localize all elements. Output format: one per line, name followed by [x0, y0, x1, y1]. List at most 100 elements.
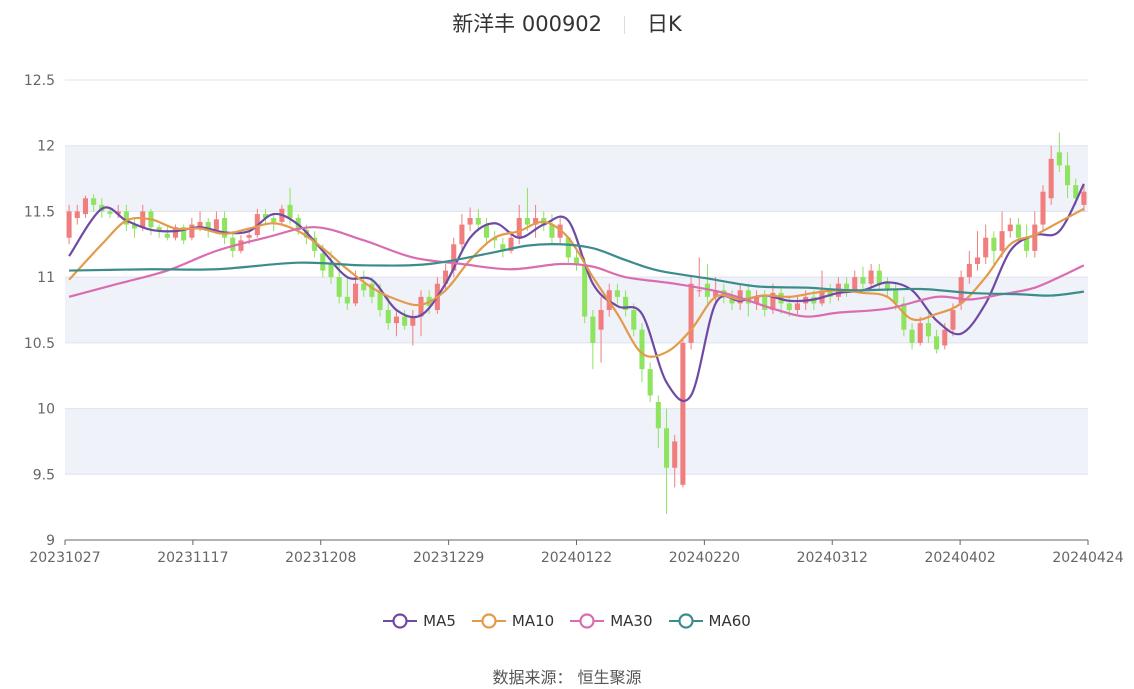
candle	[663, 408, 670, 514]
candle-body	[860, 277, 866, 284]
candle-body	[598, 310, 604, 330]
candle-body	[680, 342, 686, 485]
candle	[1048, 145, 1054, 205]
candle-body	[999, 231, 1005, 251]
candle-body	[1048, 158, 1054, 199]
x-tick-label: 20240424	[1052, 550, 1123, 566]
legend-marker-circle	[579, 613, 595, 629]
candle-body	[794, 303, 801, 310]
y-tick-label: 12	[37, 139, 55, 155]
candle	[91, 194, 97, 212]
candle-body	[672, 441, 678, 468]
candle-body	[942, 329, 948, 346]
legend-label: MA10	[511, 612, 555, 630]
candle-body	[582, 264, 588, 317]
legend-item-ma5[interactable]: MA5	[383, 612, 456, 630]
candle-body	[729, 296, 735, 304]
candle-body	[639, 329, 645, 370]
candle	[164, 227, 170, 241]
candle-body	[958, 277, 964, 304]
candle	[688, 277, 694, 350]
candle	[1040, 185, 1046, 232]
candle	[729, 290, 735, 310]
candle-body	[467, 218, 473, 225]
candle-body	[876, 270, 882, 284]
candle	[393, 310, 399, 337]
legend-marker	[471, 613, 506, 629]
candle-body	[884, 283, 891, 291]
candle	[573, 250, 580, 271]
candle	[623, 290, 629, 317]
candle	[475, 208, 481, 232]
candle	[1065, 152, 1071, 199]
candle	[655, 395, 661, 448]
ma-line-ma10	[68, 207, 1085, 358]
candle-body	[262, 214, 269, 218]
candle	[925, 310, 931, 343]
x-axis: 20231027 20231117 20231208 20231229 20240122…	[29, 539, 1124, 566]
candle	[672, 434, 678, 488]
candle-body	[573, 257, 580, 264]
background-band	[65, 408, 1088, 475]
candle-body	[344, 296, 350, 304]
candle-body	[230, 237, 236, 251]
stock-name-code: 新洋丰 000902	[452, 12, 603, 36]
candle-body	[688, 283, 694, 343]
data-source: 数据来源： 恒生聚源	[492, 668, 642, 687]
legend-item-ma30[interactable]: MA30	[570, 612, 653, 630]
x-tick-label: 20240312	[797, 550, 868, 566]
candle	[533, 204, 539, 238]
candle-body	[475, 218, 481, 225]
candle	[132, 218, 138, 238]
candle-body	[197, 221, 203, 228]
candle	[1007, 218, 1013, 238]
candle-body	[713, 290, 719, 297]
candle-body	[844, 283, 850, 291]
candle	[369, 277, 375, 304]
candle-body	[983, 237, 989, 258]
period-label: 日K	[647, 12, 682, 36]
legend-item-ma60[interactable]: MA60	[668, 612, 751, 630]
candle	[917, 316, 923, 346]
candle-body	[377, 290, 383, 310]
candle-body	[614, 290, 620, 297]
candle-body	[402, 316, 408, 326]
candle	[1081, 185, 1087, 212]
candle-body	[893, 290, 899, 304]
candle	[901, 296, 907, 337]
candle	[868, 264, 874, 288]
legend-item-ma10[interactable]: MA10	[471, 612, 555, 630]
legend-marker	[570, 613, 605, 629]
y-tick-label: 10	[37, 402, 55, 418]
candle-body	[181, 227, 187, 241]
x-tick-label: 20240122	[541, 550, 612, 566]
candle-body	[213, 219, 219, 230]
y-tick-label: 11.5	[24, 204, 55, 220]
candle	[934, 329, 940, 354]
candle	[181, 224, 187, 245]
candle	[974, 231, 981, 271]
background-band	[65, 145, 1088, 212]
candle	[999, 211, 1005, 258]
candle-body	[312, 237, 318, 251]
y-tick-label: 12.5	[24, 73, 55, 89]
candle	[909, 323, 915, 350]
candle-body	[107, 211, 113, 215]
candle-body	[1081, 191, 1087, 205]
candle-body	[762, 296, 768, 310]
candle-body	[82, 198, 88, 215]
candle	[598, 296, 604, 363]
candle-body	[164, 233, 170, 238]
y-tick-label: 10.5	[24, 336, 55, 352]
candle-body	[115, 211, 121, 215]
candle-body	[508, 237, 514, 251]
x-tick-label: 20231027	[29, 550, 100, 566]
candle	[582, 257, 588, 324]
chart-title: 新洋丰 000902 日K	[0, 8, 1134, 38]
candle-body	[770, 292, 776, 310]
candle-body	[925, 323, 931, 337]
candle	[844, 277, 850, 297]
legend-label: MA30	[610, 612, 653, 630]
candle	[631, 303, 637, 337]
candle	[312, 231, 318, 258]
